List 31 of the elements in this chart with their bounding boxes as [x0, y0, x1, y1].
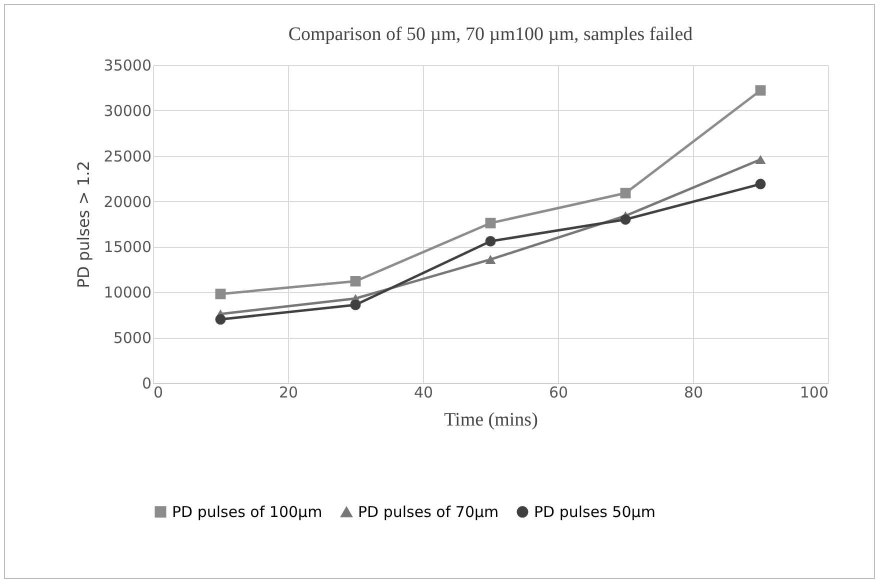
point	[485, 236, 496, 246]
y-tick-label: 5000	[113, 329, 152, 348]
y-tick-label: 25000	[104, 147, 152, 166]
point	[215, 288, 226, 300]
point	[755, 85, 766, 96]
x-tick-label: 20	[278, 384, 298, 402]
chart-title: Comparison of 50 µm, 70 µm100 µm, samples failed	[288, 24, 694, 45]
legend-label: PD pulses 50µm	[534, 502, 656, 521]
x-tick-label: 0	[154, 384, 164, 402]
point	[755, 154, 766, 164]
x-tick-label: 80	[684, 384, 704, 402]
y-tick-label: 35000	[104, 56, 152, 74]
y-tick-label: 15000	[104, 238, 152, 256]
point	[485, 218, 496, 228]
point	[350, 300, 361, 310]
x-tick-label: 60	[548, 384, 568, 402]
point	[755, 178, 766, 190]
legend-label: PD pulses of 70µm	[358, 503, 499, 522]
point	[350, 276, 361, 286]
y-tick-label: 20000	[104, 192, 152, 211]
x-tick-label: 100	[800, 384, 828, 402]
y-tick-label: 30000	[104, 102, 152, 120]
legend-label: PD pulses of 100µm	[172, 502, 322, 521]
point	[620, 188, 631, 198]
x-tick-label: 40	[414, 384, 434, 402]
x-axis-title: Time (mins)	[444, 410, 538, 430]
y-tick-label: 10000	[104, 284, 152, 302]
point	[485, 254, 496, 264]
point	[215, 314, 226, 325]
y-axis-title: PD pulses > 1.2	[74, 160, 93, 288]
point	[620, 214, 631, 225]
